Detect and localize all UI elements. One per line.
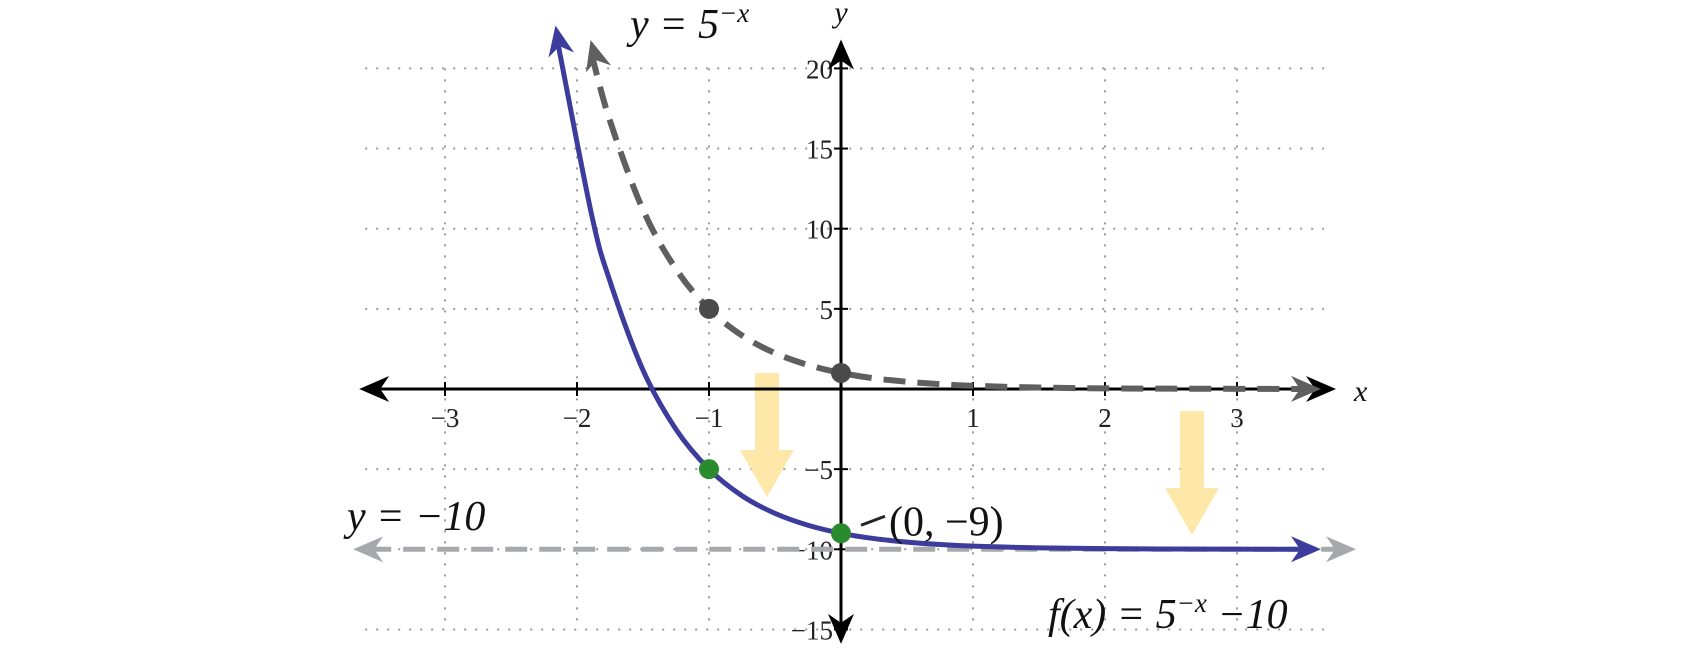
y-axis-label: y — [831, 0, 848, 29]
y-tick-label: −15 — [791, 615, 833, 644]
point — [699, 459, 719, 480]
leader-line — [860, 514, 886, 527]
y-tick-label: 5 — [820, 295, 834, 325]
curve — [588, 53, 1304, 392]
y-tick-label: 10 — [806, 215, 833, 245]
arrowhead — [1326, 536, 1356, 563]
point — [831, 362, 851, 383]
arrowhead — [586, 39, 612, 73]
point — [699, 298, 719, 319]
arrowhead — [353, 536, 384, 563]
arrowhead — [359, 376, 390, 402]
y-tick-label: 15 — [806, 135, 833, 165]
y-tick-label: 20 — [806, 54, 833, 84]
x-axis-label: x — [1353, 375, 1368, 408]
x-tick-label: −3 — [431, 403, 460, 433]
x-tick-label: 1 — [966, 403, 980, 433]
shift-arrow — [740, 373, 794, 497]
arrowhead — [548, 25, 575, 58]
shift-arrow — [1165, 411, 1219, 535]
plot: y = −10y = 5−xf(x) = 5−x −10(0, −9) — [343, 0, 1356, 638]
curve-label: y = 5−x — [626, 0, 749, 48]
arrowhead — [1290, 536, 1321, 563]
x-tick-label: 3 — [1230, 403, 1244, 433]
curve-label-tail: −10 — [1207, 592, 1288, 638]
curve-label-base: y = 5 — [626, 2, 719, 48]
arrowhead — [1290, 375, 1321, 402]
x-tick-label: −2 — [563, 403, 592, 433]
asymptote-label: y = −10 — [343, 494, 485, 540]
arrowhead — [828, 613, 854, 644]
point — [831, 523, 851, 544]
shift-arrows — [740, 373, 1219, 535]
x-tick-label: 2 — [1098, 403, 1112, 433]
curve-label: f(x) = 5−x −10 — [1048, 588, 1288, 638]
curve-label-base: f(x) = 5 — [1048, 592, 1177, 638]
point-label: (0, −9) — [889, 499, 1004, 545]
grid — [365, 67, 1324, 631]
curve-label-exponent: −x — [1177, 588, 1207, 618]
curve-label-exponent: −x — [719, 0, 749, 28]
y-tick-label: −5 — [804, 455, 833, 485]
x-tick-label: −1 — [695, 403, 724, 433]
arrowhead — [828, 39, 854, 70]
